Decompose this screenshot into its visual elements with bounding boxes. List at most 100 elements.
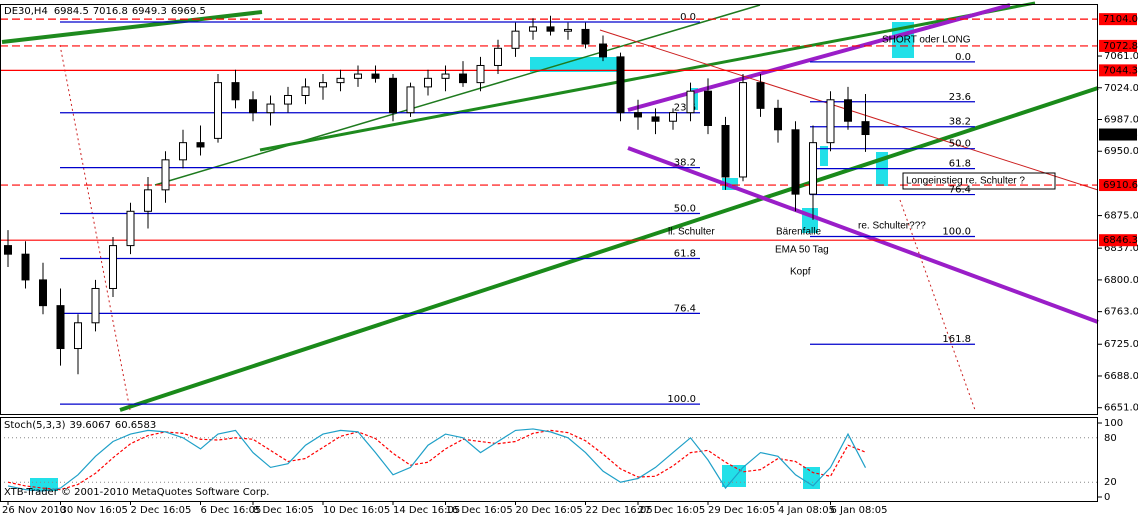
candle-body <box>126 210 135 247</box>
candle-body <box>529 26 537 32</box>
highlight <box>803 467 820 489</box>
stoch-title: Stoch(5,3,3) <box>4 420 66 431</box>
highlight <box>30 478 58 491</box>
annotation: Longeinstieg re. Schulter ? <box>906 176 1025 187</box>
trend-line <box>627 146 1099 324</box>
candle-body <box>564 28 572 32</box>
candle-body <box>791 129 800 195</box>
x-tick-label: 14 Dec 16:05 <box>393 505 460 516</box>
x-tick-label: 27 Dec 16:05 <box>638 505 705 516</box>
level-label: 6910.6 <box>1103 180 1138 191</box>
candle-body <box>634 112 642 118</box>
header: DE30,H4 6984.5 7016.8 6949.3 6969.5 <box>4 6 206 17</box>
trend-line <box>1 10 263 44</box>
candle-body <box>336 77 345 84</box>
x-tick-label: 16 Dec 16:05 <box>446 505 513 516</box>
candle-body <box>231 82 240 101</box>
candle-body <box>826 99 835 144</box>
fib-label: 100.0 <box>942 227 971 238</box>
candle-body <box>319 82 327 88</box>
x-tick-label: 2 Dec 16:05 <box>131 505 192 516</box>
candle-body <box>616 56 625 114</box>
y-tick-label: 7061.0 <box>1104 51 1138 62</box>
x-tick-label: 8 Dec 16:05 <box>253 505 314 516</box>
candle-body <box>144 189 152 212</box>
x-tick-label: 29 Dec 16:05 <box>708 505 775 516</box>
high: 7016.8 <box>93 6 128 17</box>
copyright: XTB-Trader © 2001-2010 MetaQuotes Softwa… <box>4 487 269 498</box>
level-label-bg <box>1099 64 1137 77</box>
candle-body <box>196 142 205 148</box>
price-label-bg <box>1099 128 1137 141</box>
fib-label: 161.8 <box>942 334 971 345</box>
plot: 6651.0 6688.0 6725.0 6763.0 6800.0 6837.0 6875… <box>0 12 1138 516</box>
y-tick-label: 6875.0 <box>1104 211 1138 222</box>
candle-body <box>424 77 432 88</box>
stoch-tick-label: 20 <box>1104 477 1117 488</box>
stoch-main <box>7 428 867 492</box>
trend-line <box>119 86 1099 412</box>
stoch-main-value: 39.6067 <box>69 420 110 431</box>
candle-body <box>91 287 100 324</box>
stoch-frame <box>0 417 1098 502</box>
stoch-signal-value: 60.6583 <box>115 420 156 431</box>
fib-label: 76.4 <box>674 303 696 314</box>
level-label-bg <box>1099 234 1137 247</box>
candle-body <box>739 82 747 178</box>
highlight <box>820 146 828 166</box>
candle-body <box>651 116 660 122</box>
x-tick-label: 4 Jan 08:05 <box>778 505 835 516</box>
annotation-box <box>902 172 1056 190</box>
fib-label: 50.0 <box>674 204 696 215</box>
trend-line <box>154 4 761 186</box>
x-tick-label: 6 Jan 08:05 <box>831 505 888 516</box>
annotation: EMA 50 Tag <box>775 245 829 256</box>
candle-body <box>844 99 852 122</box>
candle-body <box>301 86 310 96</box>
price-frame <box>0 4 1098 415</box>
candle-body <box>354 73 362 79</box>
candle-body <box>56 305 65 350</box>
candle-body <box>511 30 520 49</box>
trend-line <box>259 1 1036 152</box>
fib-label: 50.0 <box>949 139 971 150</box>
y-tick-label: 6950.0 <box>1104 146 1138 157</box>
y-tick-label: 6651.0 <box>1104 403 1138 414</box>
candle-body <box>494 47 502 66</box>
stoch-header: Stoch(5,3,3) 39.6067 60.6583 <box>4 420 156 431</box>
fib-label: 76.4 <box>949 185 971 196</box>
x-tick-label: 20 Dec 16:05 <box>516 505 583 516</box>
level-label: 7072.8 <box>1103 41 1138 52</box>
low: 6949.3 <box>132 6 167 17</box>
level-label: 7104.0 <box>1103 14 1138 25</box>
y-tick-label: 6763.0 <box>1104 307 1138 318</box>
candle-body <box>406 86 415 114</box>
y-tick-label: 7024.0 <box>1104 83 1138 94</box>
candle-body <box>809 142 817 195</box>
y-tick-label: 6987.0 <box>1104 115 1138 126</box>
trend-line <box>59 44 131 411</box>
annotation: Kopf <box>790 267 811 278</box>
y-tick-label: 6725.0 <box>1104 339 1138 350</box>
candle-body <box>179 142 187 161</box>
level-label-bg <box>1099 13 1137 26</box>
level-label-bg <box>1099 39 1137 52</box>
candle-body <box>669 112 677 122</box>
stoch-tick-label: 80 <box>1104 433 1117 444</box>
y-tick-label: 6688.0 <box>1104 371 1138 382</box>
candle-body <box>161 159 170 191</box>
candle-body <box>704 90 712 127</box>
candle-body <box>861 121 870 136</box>
fib-label: 100.0 <box>667 394 696 405</box>
price-label: 6969.5 <box>1103 130 1138 141</box>
trend-line <box>899 199 976 411</box>
annotation: ll. Schulter <box>668 227 715 238</box>
candle-body <box>599 43 607 58</box>
x-tick-label: 10 Dec 16:05 <box>323 505 390 516</box>
candle-body <box>284 94 292 105</box>
stoch-tick-label: 0 <box>1104 492 1110 503</box>
fib-label: 0.0 <box>955 52 971 63</box>
symbol: DE30,H4 <box>4 6 48 17</box>
x-tick-label: 6 Dec 16:05 <box>201 505 262 516</box>
